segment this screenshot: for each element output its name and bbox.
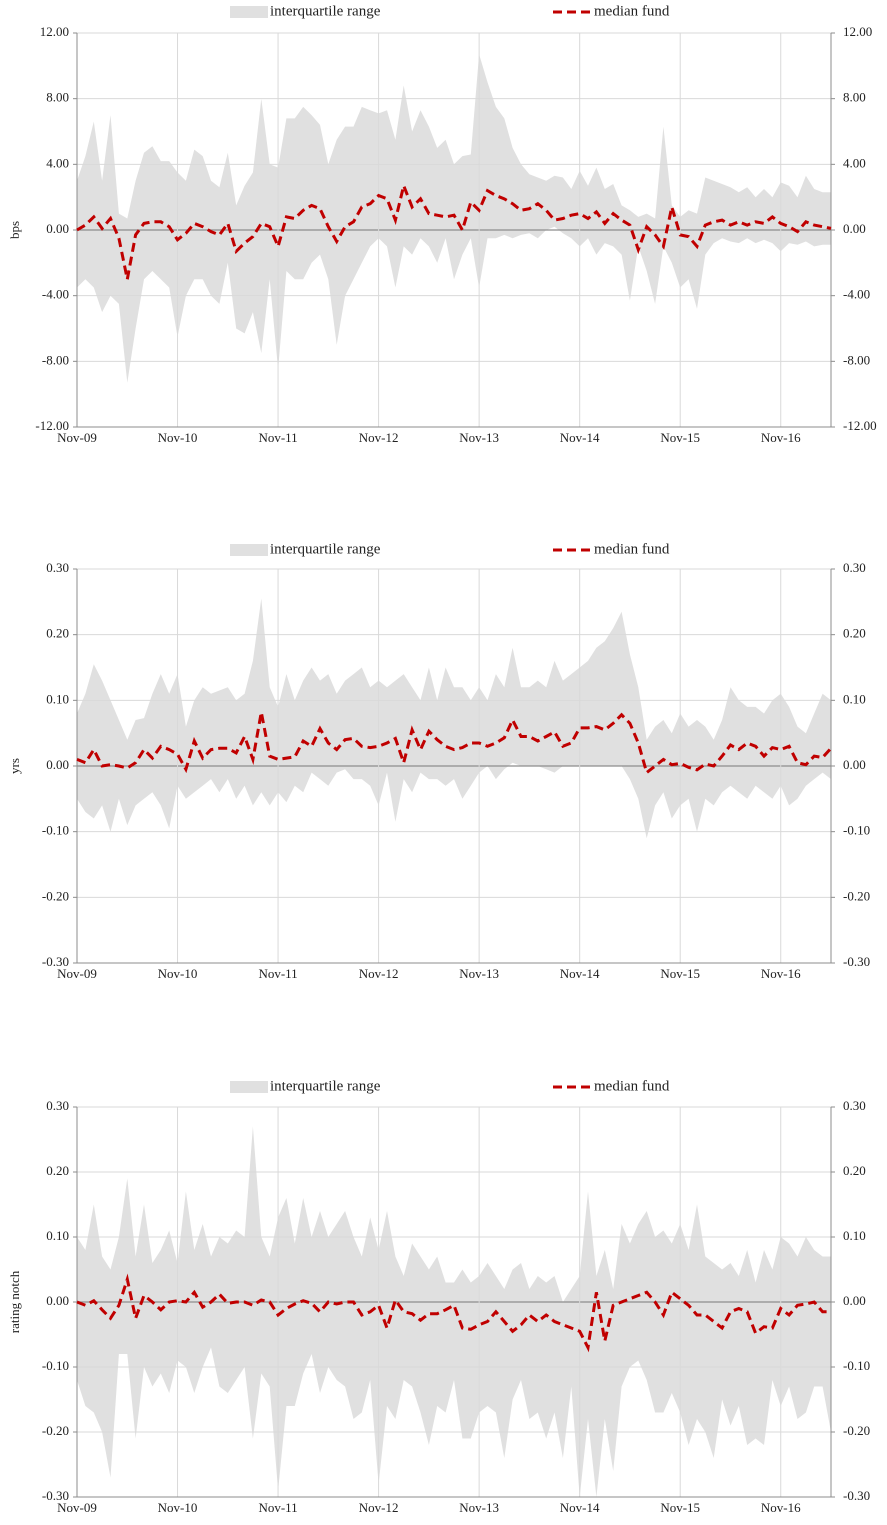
y-tick-label: 0.00 [46, 221, 69, 236]
y-tick-label: 0.10 [46, 691, 69, 706]
y2-tick-label: -0.20 [843, 1423, 870, 1438]
legend-label: interquartile range [270, 541, 381, 557]
interquartile-band [77, 598, 831, 839]
y-tick-label: 0.00 [46, 1293, 69, 1308]
y-axis-title: yrs [7, 758, 22, 774]
y2-tick-label: 0.00 [843, 221, 866, 236]
x-tick-label: Nov-10 [158, 430, 198, 445]
y2-tick-label: 0.20 [843, 626, 866, 641]
y-tick-label: -12.00 [35, 418, 69, 433]
x-tick-label: Nov-11 [258, 966, 297, 981]
y2-tick-label: 0.20 [843, 1163, 866, 1178]
y2-tick-label: -0.30 [843, 954, 870, 969]
y-tick-label: 0.20 [46, 626, 69, 641]
y-tick-label: 0.30 [46, 560, 69, 575]
y2-tick-label: 0.00 [843, 757, 866, 772]
x-tick-label: Nov-10 [158, 1500, 198, 1515]
y2-tick-label: -12.00 [843, 418, 877, 433]
x-tick-label: Nov-10 [158, 966, 198, 981]
y2-tick-label: 8.00 [843, 90, 866, 105]
x-tick-label: Nov-12 [359, 1500, 399, 1515]
legend-swatch [230, 1081, 268, 1093]
x-tick-label: Nov-15 [660, 430, 700, 445]
x-tick-label: Nov-09 [57, 1500, 97, 1515]
x-tick-label: Nov-11 [258, 430, 297, 445]
median-line [76, 1273, 831, 1353]
y-tick-label: 8.00 [46, 90, 69, 105]
x-tick-label: Nov-11 [258, 1500, 297, 1515]
y2-tick-label: 0.00 [843, 1293, 866, 1308]
y2-tick-label: 0.30 [843, 560, 866, 575]
y-tick-label: -0.30 [42, 1488, 69, 1503]
y2-tick-label: -4.00 [843, 287, 870, 302]
x-tick-label: Nov-13 [459, 430, 499, 445]
legend-label: median fund [594, 1078, 670, 1094]
y-tick-label: 0.00 [46, 757, 69, 772]
y-tick-label: 4.00 [46, 155, 69, 170]
x-tick-label: Nov-12 [359, 430, 399, 445]
y2-tick-label: 12.00 [843, 24, 872, 39]
y-axis-title: rating notch [7, 1270, 22, 1333]
x-tick-label: Nov-14 [560, 1500, 600, 1515]
median-line [76, 180, 832, 280]
y2-tick-label: -0.10 [843, 823, 870, 838]
y-tick-label: -4.00 [42, 287, 69, 302]
y-tick-label: -0.20 [42, 1423, 69, 1438]
y2-tick-label: 4.00 [843, 155, 866, 170]
legend-label: interquartile range [270, 3, 381, 19]
legend-swatch [230, 6, 268, 18]
y-tick-label: 0.30 [46, 1098, 69, 1113]
x-tick-label: Nov-12 [359, 966, 399, 981]
x-tick-label: Nov-14 [560, 430, 600, 445]
x-tick-label: Nov-09 [57, 966, 97, 981]
y-tick-label: -0.10 [42, 823, 69, 838]
x-tick-label: Nov-13 [459, 966, 499, 981]
y2-tick-label: -0.30 [843, 1488, 870, 1503]
y-tick-label: 0.10 [46, 1228, 69, 1243]
legend-label: interquartile range [270, 1078, 381, 1094]
x-tick-label: Nov-16 [761, 1500, 801, 1515]
y-tick-label: 12.00 [40, 24, 69, 39]
legend-label: median fund [594, 541, 670, 557]
y-axis-title: bps [7, 221, 22, 239]
y2-tick-label: 0.10 [843, 1228, 866, 1243]
y-tick-label: -0.10 [42, 1358, 69, 1373]
y2-tick-label: 0.10 [843, 691, 866, 706]
interquartile-band [77, 54, 831, 383]
x-tick-label: Nov-15 [660, 966, 700, 981]
x-tick-label: Nov-16 [761, 430, 801, 445]
x-tick-label: Nov-16 [761, 966, 801, 981]
y-tick-label: -0.20 [42, 888, 69, 903]
y2-tick-label: 0.30 [843, 1098, 866, 1113]
legend-swatch [230, 544, 268, 556]
y2-tick-label: -0.10 [843, 1358, 870, 1373]
x-tick-label: Nov-09 [57, 430, 97, 445]
y2-tick-label: -0.20 [843, 888, 870, 903]
x-tick-label: Nov-13 [459, 1500, 499, 1515]
median-line [76, 711, 833, 776]
x-tick-label: Nov-14 [560, 966, 600, 981]
y-tick-label: -0.30 [42, 954, 69, 969]
y-tick-label: 0.20 [46, 1163, 69, 1178]
y-tick-label: -8.00 [42, 352, 69, 367]
y2-tick-label: -8.00 [843, 352, 870, 367]
interquartile-band [77, 1126, 831, 1497]
x-tick-label: Nov-15 [660, 1500, 700, 1515]
legend-label: median fund [594, 3, 670, 19]
